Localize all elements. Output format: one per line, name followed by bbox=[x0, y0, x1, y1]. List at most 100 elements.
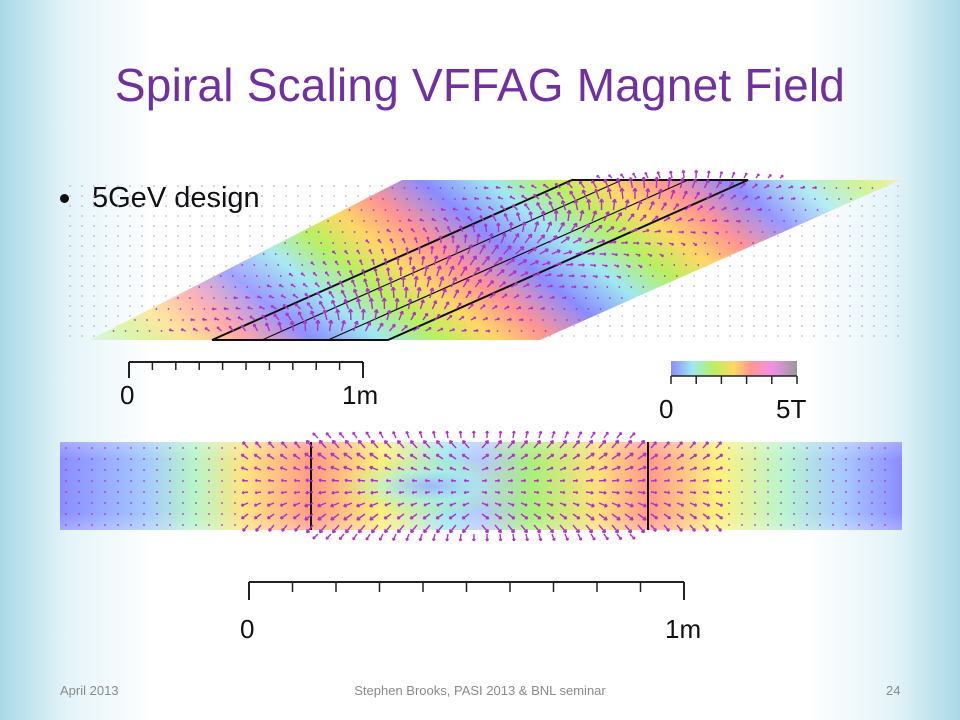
field-arrow bbox=[312, 432, 319, 439]
field-arrow bbox=[699, 218, 706, 222]
field-dot bbox=[806, 458, 808, 460]
field-arrow bbox=[304, 502, 314, 508]
grid-dot bbox=[861, 335, 863, 337]
field-arrow bbox=[294, 524, 301, 532]
field-arrow bbox=[689, 490, 697, 495]
field-dot bbox=[587, 308, 590, 310]
field-dot bbox=[156, 513, 158, 515]
grid-dot bbox=[885, 305, 887, 307]
field-arrow bbox=[702, 453, 711, 460]
field-arrow bbox=[471, 533, 476, 542]
field-arrow bbox=[491, 244, 499, 255]
grid-dot bbox=[81, 245, 83, 247]
field-dot bbox=[65, 513, 67, 515]
grid-dot bbox=[657, 325, 659, 327]
field-arrow bbox=[396, 440, 405, 449]
field-arrow bbox=[448, 513, 457, 520]
magnet-inner-line bbox=[261, 179, 623, 341]
grid-dot bbox=[213, 205, 215, 207]
field-arrow bbox=[483, 223, 488, 233]
field-arrow bbox=[305, 478, 314, 483]
grid-dot bbox=[861, 315, 863, 317]
field-dot bbox=[819, 458, 821, 460]
field-dot bbox=[104, 458, 106, 460]
field-arrow bbox=[293, 490, 301, 495]
grid-dot bbox=[633, 335, 635, 337]
field-dot bbox=[838, 198, 840, 200]
grid-dot bbox=[201, 275, 203, 277]
field-arrow bbox=[637, 478, 646, 483]
field-arrow bbox=[482, 317, 489, 321]
grid-dot bbox=[681, 335, 683, 337]
field-dot bbox=[832, 469, 834, 471]
field-dot bbox=[819, 502, 821, 504]
field-arrow bbox=[312, 271, 318, 277]
field-dot bbox=[804, 209, 807, 211]
field-arrow bbox=[277, 321, 283, 332]
grid-dot bbox=[201, 195, 203, 197]
grid-dot bbox=[765, 305, 767, 307]
field-arrow bbox=[702, 466, 711, 471]
field-dot bbox=[353, 231, 356, 233]
field-arrow bbox=[557, 221, 565, 233]
grid-dot bbox=[873, 255, 875, 257]
grid-dot bbox=[381, 185, 383, 187]
field-dot bbox=[780, 524, 782, 526]
grid-dot bbox=[825, 235, 827, 237]
field-arrow bbox=[568, 274, 575, 278]
field-dot bbox=[432, 209, 435, 211]
field-dot bbox=[363, 220, 365, 222]
grid-dot bbox=[897, 305, 899, 307]
field-arrow bbox=[663, 441, 670, 449]
field-arrow bbox=[581, 189, 588, 200]
field-dot bbox=[130, 458, 132, 460]
field-dot bbox=[182, 480, 184, 482]
grid-dot bbox=[897, 245, 899, 247]
field-arrow bbox=[458, 533, 463, 542]
field-dot bbox=[130, 513, 132, 515]
field-arrow bbox=[676, 478, 684, 483]
field-arrow bbox=[385, 490, 392, 495]
field-arrow bbox=[410, 466, 418, 471]
grid-dot bbox=[597, 315, 599, 317]
grid-dot bbox=[105, 195, 107, 197]
grid-dot bbox=[897, 215, 899, 217]
field-arrow bbox=[281, 441, 288, 449]
field-dot bbox=[780, 480, 782, 482]
grid-dot bbox=[561, 335, 563, 337]
grid-dot bbox=[849, 255, 851, 257]
field-arrow bbox=[344, 524, 353, 534]
field-arrow bbox=[414, 237, 418, 244]
field-dot bbox=[768, 209, 771, 211]
field-dot bbox=[544, 330, 547, 332]
grid-dot bbox=[321, 195, 323, 197]
field-arrow bbox=[235, 306, 241, 310]
grid-dot bbox=[657, 295, 659, 297]
field-arrow bbox=[481, 466, 489, 471]
grid-dot bbox=[801, 325, 803, 327]
field-arrow bbox=[498, 533, 503, 542]
field-arrow bbox=[343, 465, 353, 471]
field-arrow bbox=[621, 240, 629, 245]
field-dot bbox=[819, 480, 821, 482]
field-arrow bbox=[604, 275, 610, 279]
field-arrow bbox=[711, 218, 718, 223]
grid-dot bbox=[81, 285, 83, 287]
grid-dot bbox=[129, 305, 131, 307]
grid-dot bbox=[129, 285, 131, 287]
field-arrow bbox=[533, 502, 541, 507]
top-field-arrows bbox=[112, 169, 874, 333]
field-dot bbox=[728, 480, 730, 482]
field-dot bbox=[670, 253, 673, 255]
field-dot bbox=[694, 253, 697, 255]
field-arrow bbox=[328, 319, 334, 332]
grid-dot bbox=[885, 225, 887, 227]
grid-dot bbox=[801, 235, 803, 237]
field-arrow bbox=[620, 173, 625, 179]
grid-dot bbox=[741, 325, 743, 327]
field-arrow bbox=[577, 431, 583, 439]
field-arrow bbox=[702, 524, 709, 532]
field-arrow bbox=[376, 322, 384, 332]
field-dot bbox=[332, 242, 335, 244]
grid-dot bbox=[117, 205, 119, 207]
